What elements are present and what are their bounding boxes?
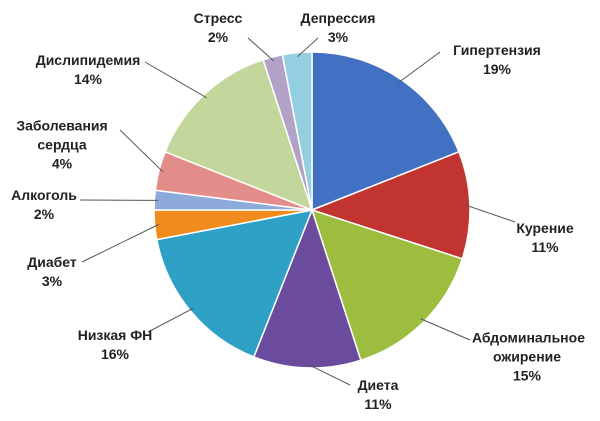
value-label: 4% bbox=[51, 155, 73, 172]
value-label: 3% bbox=[327, 29, 349, 45]
category-label: Заболевания сердца bbox=[16, 117, 108, 153]
category-label: Гипертензия bbox=[453, 42, 541, 58]
slice-label: Стресс 2% bbox=[194, 9, 243, 47]
leader-line bbox=[306, 363, 351, 386]
category-label: Курение bbox=[516, 220, 574, 236]
slice-label: Абдоминальное ожирение 15% bbox=[472, 329, 585, 386]
category-label: Алкоголь bbox=[11, 187, 77, 203]
slice-label: Дислипидемия 14% bbox=[36, 51, 141, 89]
value-label: 19% bbox=[482, 61, 512, 77]
slice-label: Алкоголь 2% bbox=[11, 186, 77, 224]
leader-line bbox=[247, 37, 275, 62]
leader-line bbox=[465, 204, 516, 223]
category-label: Диета bbox=[357, 377, 399, 393]
category-label: Низкая ФН bbox=[77, 327, 153, 343]
leader-line bbox=[420, 318, 471, 341]
leader-line bbox=[119, 129, 164, 173]
value-label: 16% bbox=[100, 346, 130, 362]
leader-line bbox=[81, 224, 159, 263]
category-label: Стресс bbox=[193, 10, 243, 26]
value-label: 15% bbox=[512, 367, 542, 384]
value-label: 11% bbox=[364, 396, 392, 412]
leader-line bbox=[398, 51, 441, 84]
value-label: 2% bbox=[207, 29, 229, 45]
category-label: Диабет bbox=[27, 254, 77, 270]
slice-label: Курение 11% bbox=[516, 219, 573, 257]
pie-slice bbox=[281, 51, 313, 211]
category-label: Депрессия bbox=[300, 10, 376, 26]
slice-label: Депрессия 3% bbox=[301, 9, 376, 47]
slice-label: Заболевания сердца 4% bbox=[7, 117, 117, 174]
pie-slice bbox=[252, 207, 362, 369]
leader-line bbox=[147, 307, 194, 333]
value-label: 3% bbox=[41, 273, 63, 289]
value-label: 14% bbox=[73, 71, 103, 87]
slice-label: Гипертензия 19% bbox=[453, 41, 541, 79]
category-label: Абдоминальное ожирение bbox=[472, 329, 585, 365]
leader-line bbox=[144, 61, 207, 99]
leader-line bbox=[297, 37, 319, 58]
value-label: 2% bbox=[33, 206, 55, 222]
slice-label: Диабет 3% bbox=[27, 253, 76, 291]
pie-slice bbox=[309, 150, 471, 260]
pie-slice bbox=[155, 209, 314, 358]
slice-label: Диета 11% bbox=[358, 376, 399, 414]
value-label: 11% bbox=[531, 239, 559, 255]
pie-slice bbox=[311, 51, 460, 212]
pie-slice bbox=[310, 208, 464, 362]
category-label: Дислипидемия bbox=[35, 52, 141, 68]
slice-label: Низкая ФН 16% bbox=[78, 326, 153, 364]
